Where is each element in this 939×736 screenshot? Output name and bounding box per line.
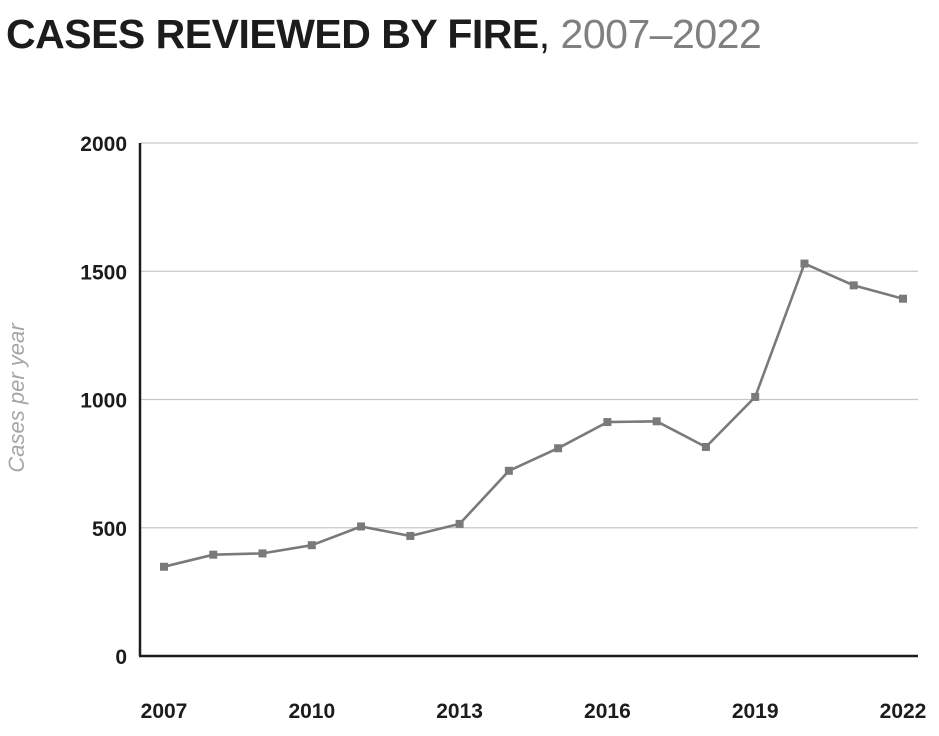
- data-point-2013: [455, 519, 464, 528]
- y-axis-label: Cases per year: [4, 322, 29, 473]
- x-tick-label-2022: 2022: [880, 700, 927, 723]
- x-tick-label-2010: 2010: [288, 700, 335, 723]
- data-point-2020: [800, 259, 809, 268]
- data-point-2016: [603, 418, 612, 427]
- data-point-2008: [209, 550, 218, 559]
- x-tick-label-2019: 2019: [732, 700, 779, 723]
- y-tick-label-1000: 1000: [80, 390, 127, 413]
- y-tick-labels: 0 500 1000 1500 2000: [80, 133, 127, 669]
- data-point-2010: [307, 541, 316, 550]
- data-point-2011: [357, 522, 366, 531]
- chart-title: CASES REVIEWED BY FIRE, 2007–2022: [6, 4, 762, 64]
- data-point-2007: [160, 562, 168, 571]
- x-tick-label-2013: 2013: [436, 700, 483, 723]
- axes: [138, 143, 918, 658]
- series-cases: [160, 259, 907, 571]
- data-point-2014: [504, 466, 513, 475]
- data-point-2012: [406, 531, 415, 540]
- y-tick-label-0: 0: [115, 646, 127, 669]
- data-point-2018: [701, 442, 710, 451]
- y-tick-label-2000: 2000: [80, 133, 127, 156]
- gridlines: [140, 142, 918, 529]
- data-point-2017: [652, 417, 661, 426]
- x-tick-label-2007: 2007: [141, 700, 188, 723]
- data-point-2015: [554, 444, 563, 453]
- data-point-2022: [899, 294, 907, 303]
- x-tick-label-2016: 2016: [584, 700, 631, 723]
- data-point-2019: [751, 392, 760, 401]
- chart-subtitle: 2007–2022: [560, 11, 762, 57]
- data-point-2021: [849, 281, 858, 290]
- chart-title-separator: ,: [538, 11, 550, 57]
- chart-title-main: CASES REVIEWED BY FIRE: [6, 11, 539, 57]
- data-point-2009: [258, 549, 267, 558]
- series-line: [163, 262, 904, 568]
- x-tick-labels: 2007 2010 2013 2016 2019 2022: [141, 700, 927, 723]
- y-tick-label-500: 500: [92, 518, 127, 541]
- y-tick-label-1500: 1500: [80, 261, 127, 284]
